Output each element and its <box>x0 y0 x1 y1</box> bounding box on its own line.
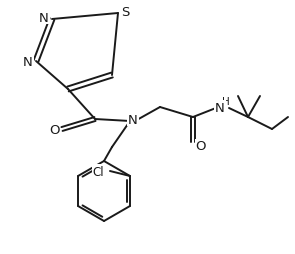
Text: O: O <box>196 140 206 153</box>
Text: N: N <box>23 55 33 68</box>
Text: H: H <box>222 97 230 107</box>
Text: N: N <box>128 113 138 126</box>
Text: N: N <box>39 11 49 24</box>
Text: N: N <box>215 101 225 114</box>
Text: O: O <box>49 123 59 136</box>
Text: S: S <box>121 6 129 19</box>
Text: Cl: Cl <box>92 165 104 178</box>
